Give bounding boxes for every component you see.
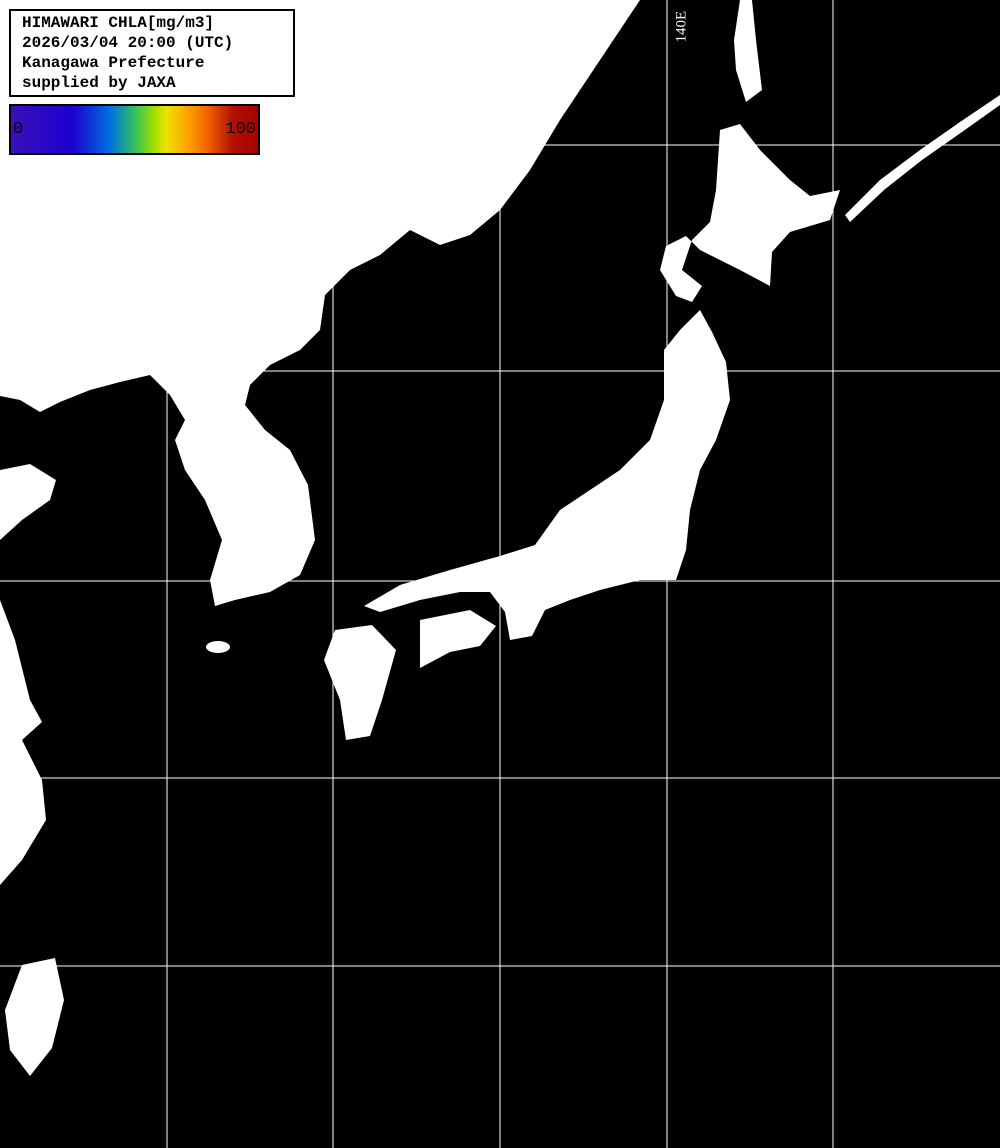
land-shandong xyxy=(0,464,56,540)
land-honshu xyxy=(364,310,730,640)
land-island-north xyxy=(399,129,427,165)
land-shikoku xyxy=(420,610,496,668)
land-kyushu xyxy=(324,625,396,740)
land-sakhalin xyxy=(734,0,762,102)
map-title: HIMAWARI CHLA[mg/m3] xyxy=(22,14,215,32)
lat-label-30n: 30N xyxy=(6,759,32,775)
info-box: HIMAWARI CHLA[mg/m3] 2026/03/04 20:00 (U… xyxy=(9,9,295,97)
land-china-coast xyxy=(0,600,46,885)
land-jeju xyxy=(206,641,230,653)
lon-label-140e: 140E xyxy=(673,10,690,43)
land-hokkaido xyxy=(660,124,840,302)
colorbar-min-label: 0 xyxy=(13,120,24,139)
colorbar-legend: 0 100 xyxy=(9,104,260,155)
land-kurils xyxy=(845,95,1000,222)
colorbar-max-label: 100 xyxy=(225,120,256,139)
map-credit: supplied by JAXA xyxy=(22,74,176,92)
lat-label-40n: 40N xyxy=(12,352,38,368)
map-datetime: 2026/03/04 20:00 (UTC) xyxy=(22,34,234,52)
map-region: Kanagawa Prefecture xyxy=(22,54,205,72)
land-taiwan xyxy=(5,958,64,1076)
